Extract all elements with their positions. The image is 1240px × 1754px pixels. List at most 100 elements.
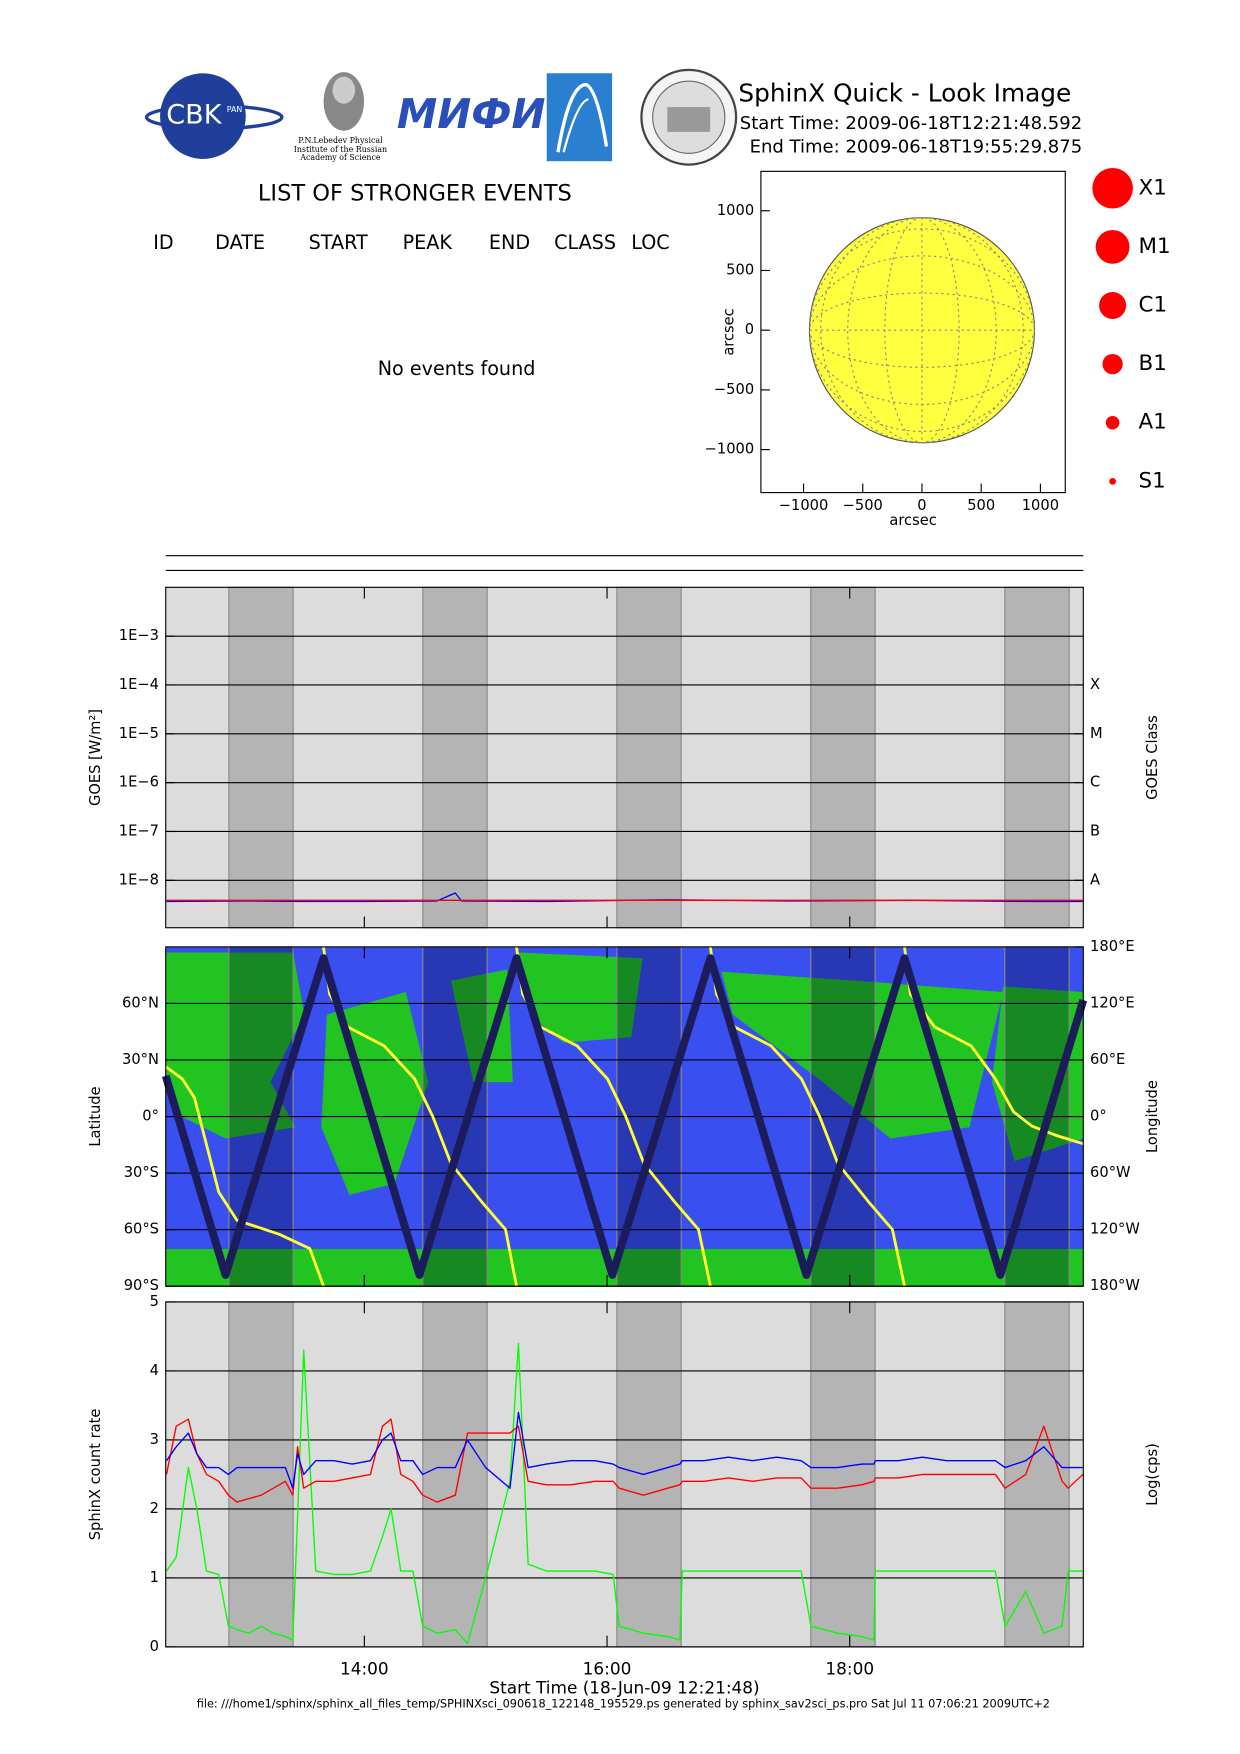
eclipse-band: [422, 586, 488, 929]
y-tick-label: 0: [150, 1638, 159, 1655]
y-tick-label: 60°S: [124, 1221, 159, 1238]
column-header: DATE: [215, 231, 265, 254]
y2-tick-label: 60°E: [1090, 1051, 1125, 1068]
seal-logo: [640, 68, 738, 166]
disk-grid: [808, 228, 1036, 433]
mifi-logo: МИФИ: [397, 90, 546, 138]
y-tick-label: 1000: [717, 202, 754, 219]
y2-tick-label: 120°W: [1090, 1221, 1140, 1238]
no-events: No events found: [378, 357, 536, 380]
x-tick-label: −500: [843, 497, 883, 514]
eclipse-band: [810, 586, 876, 929]
plot-frame: [165, 586, 1084, 929]
lebedev-logo: P.N.Lebedev Physical Institute of the Ru…: [294, 72, 387, 162]
y-tick-label: 1E−8: [119, 871, 159, 888]
logo-text: PAN: [227, 105, 243, 114]
y-axis-label: arcsec: [720, 308, 737, 355]
institute-logo: [546, 73, 613, 162]
y-axis-label: SphinX count rate: [87, 1409, 104, 1541]
y-tick-label: 30°N: [122, 1051, 159, 1068]
column-header: START: [309, 231, 368, 254]
y-tick-label: 30°S: [124, 1164, 159, 1181]
class-label: C1: [1139, 292, 1168, 317]
class-label: S1: [1139, 468, 1166, 493]
eclipse-band: [422, 1301, 488, 1648]
y-tick-label: −1000: [705, 441, 755, 458]
class-label: A1: [1139, 410, 1167, 435]
y2-tick-label: A: [1090, 871, 1100, 888]
logo-text: Institute of the Russian: [294, 145, 387, 154]
plot-frame: [165, 946, 1084, 1287]
x-tick-label: 500: [967, 497, 995, 514]
column-header: CLASS: [554, 231, 616, 254]
column-header: PEAK: [403, 231, 453, 254]
y-tick-label: 3: [150, 1431, 159, 1448]
y-axis-label: GOES [W/m²]: [87, 709, 104, 806]
y2-tick-label: 180°W: [1090, 1277, 1140, 1294]
eclipse-band: [228, 1301, 294, 1648]
x-axis-label: Start Time (18-Jun-09 12:21:48): [489, 1678, 759, 1698]
y2-tick-label: 0°: [1090, 1108, 1107, 1125]
column-header: LOC: [631, 231, 669, 254]
x-tick-label: 1000: [1022, 497, 1059, 514]
class-marker: [1102, 353, 1123, 375]
data-line: [165, 1411, 1083, 1489]
x-tick-label: −1000: [779, 497, 829, 514]
y-tick-label: 1E−3: [119, 627, 159, 644]
y2-tick-label: M: [1090, 725, 1103, 742]
class-marker: [1109, 477, 1116, 485]
y-tick-label: 0: [745, 321, 754, 338]
x-axis-label: arcsec: [889, 512, 936, 529]
y2-tick-label: 120°E: [1090, 994, 1135, 1011]
data-line: [165, 1342, 1083, 1645]
class-label: M1: [1139, 234, 1171, 259]
logo-text: Academy of Science: [299, 153, 381, 162]
y-tick-label: 1E−7: [119, 822, 159, 839]
y-tick-label: 500: [726, 261, 754, 278]
eclipse-band: [810, 1301, 876, 1648]
eclipse-band: [1004, 586, 1070, 929]
y2-axis-label: Longitude: [1144, 1080, 1161, 1153]
class-marker: [1099, 291, 1127, 320]
plot-frame: [760, 170, 1066, 494]
y-tick-label: 5: [150, 1293, 159, 1310]
y-axis-label: Latitude: [87, 1086, 104, 1146]
eclipse-band: [228, 586, 294, 929]
class-label: X1: [1139, 175, 1167, 200]
longitude-line: [164, 946, 1084, 1287]
footer: file: ///home1/sphinx/sphinx_all_files_t…: [197, 1697, 1050, 1710]
end-time: End Time: 2009-06-18T19:55:29.875: [750, 137, 1083, 158]
x-tick-label: 14:00: [340, 1658, 389, 1678]
disk-grid: [820, 217, 1024, 444]
logo-text: CBK: [166, 100, 222, 131]
ground-track: [161, 954, 1088, 1279]
y-tick-label: 90°S: [124, 1277, 159, 1294]
logo-text: МИФИ: [397, 90, 546, 138]
y-tick-label: 1E−4: [119, 676, 159, 693]
y-tick-label: 0°: [142, 1108, 159, 1125]
data-line: [165, 1418, 1084, 1503]
solar-disk: [808, 217, 1036, 444]
x-tick-label: 16:00: [583, 1658, 632, 1678]
y2-axis-label: Log(cps): [1144, 1443, 1161, 1506]
y-tick-label: 60°N: [122, 994, 159, 1011]
cbk-logo: CBK PAN: [144, 73, 284, 159]
column-header: ID: [153, 231, 173, 254]
class-marker: [1095, 229, 1130, 264]
y2-tick-label: C: [1090, 774, 1100, 791]
header-title: SphinX Quick - Look Image: [738, 79, 1071, 108]
y2-axis-label: GOES Class: [1144, 715, 1161, 800]
y-tick-label: −500: [714, 381, 754, 398]
y2-tick-label: X: [1090, 676, 1100, 693]
y-tick-label: 1: [150, 1569, 159, 1586]
class-marker: [1105, 415, 1120, 430]
y-tick-label: 1E−6: [119, 774, 159, 791]
y-tick-label: 4: [150, 1362, 159, 1379]
y2-tick-label: B: [1090, 822, 1100, 839]
events-title: LIST OF STRONGER EVENTS: [258, 180, 572, 206]
y2-tick-label: 180°E: [1090, 938, 1135, 955]
logo-text: P.N.Lebedev Physical: [298, 136, 383, 145]
y-tick-label: 2: [150, 1500, 159, 1517]
